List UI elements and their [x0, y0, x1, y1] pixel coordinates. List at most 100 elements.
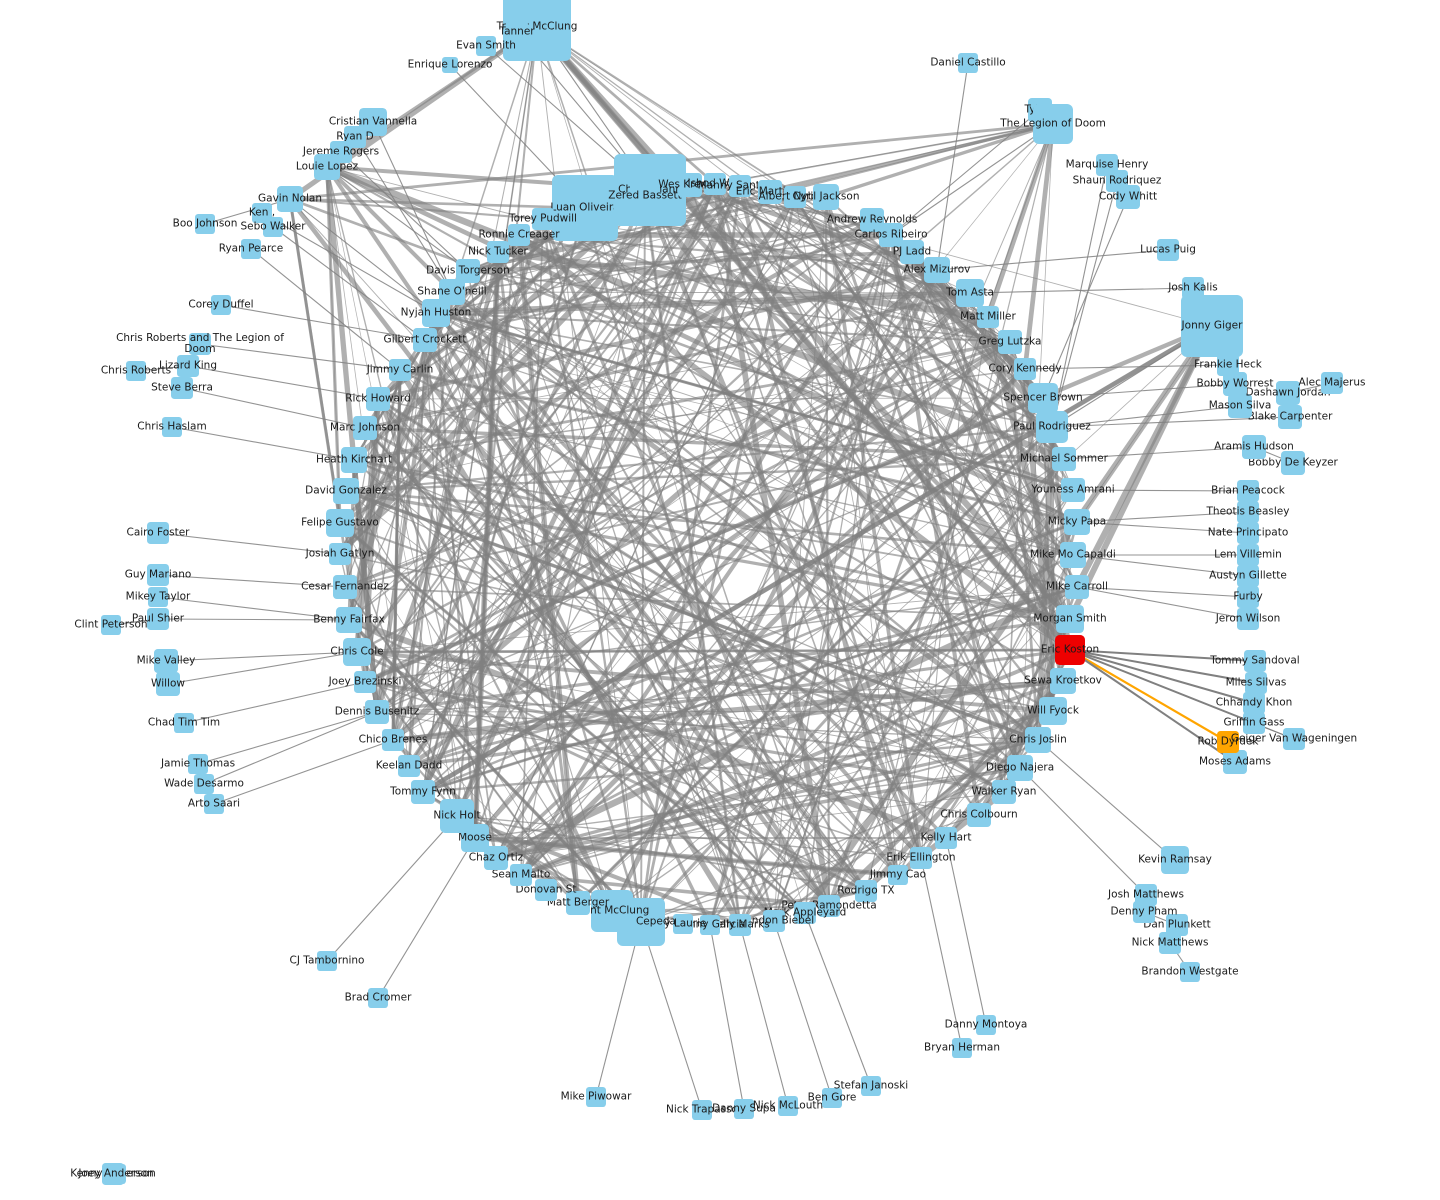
graph-node[interactable] — [154, 649, 178, 673]
graph-node[interactable] — [195, 214, 215, 234]
graph-node[interactable] — [958, 53, 978, 73]
graph-node[interactable] — [855, 880, 877, 902]
graph-node[interactable] — [126, 361, 146, 381]
graph-node[interactable] — [487, 241, 509, 263]
graph-node[interactable] — [794, 902, 816, 924]
graph-node[interactable] — [586, 1087, 606, 1107]
graph-node[interactable] — [822, 1088, 842, 1108]
graph-node[interactable] — [1237, 565, 1259, 587]
graph-node[interactable] — [188, 754, 208, 774]
graph-node[interactable] — [508, 224, 530, 246]
graph-node[interactable] — [678, 173, 702, 197]
graph-node[interactable] — [1237, 586, 1259, 608]
graph-node[interactable] — [910, 847, 932, 869]
graph-node[interactable] — [976, 1015, 996, 1035]
graph-node[interactable] — [1242, 435, 1266, 459]
graph-node[interactable] — [368, 988, 388, 1008]
graph-node[interactable] — [967, 803, 991, 827]
graph-node[interactable] — [1223, 750, 1247, 774]
graph-node[interactable] — [952, 1038, 972, 1058]
graph-node[interactable] — [147, 564, 169, 586]
graph-node[interactable] — [1237, 608, 1259, 630]
graph-node[interactable] — [900, 240, 924, 264]
graph-node[interactable] — [566, 891, 590, 915]
graph-node[interactable] — [336, 607, 362, 633]
graph-node[interactable] — [398, 755, 420, 777]
graph-node[interactable] — [1056, 605, 1084, 633]
graph-node[interactable] — [1116, 185, 1140, 209]
graph-node[interactable] — [729, 175, 751, 197]
graph-node[interactable] — [1061, 478, 1085, 502]
graph-node[interactable] — [1036, 411, 1068, 443]
graph-node[interactable] — [366, 387, 390, 411]
graph-node[interactable] — [341, 447, 367, 473]
graph-node[interactable] — [156, 672, 180, 696]
graph-node[interactable] — [1237, 480, 1259, 502]
graph-node[interactable] — [591, 890, 633, 932]
graph-node[interactable] — [204, 794, 224, 814]
graph-node[interactable] — [1223, 372, 1247, 396]
graph-node[interactable] — [861, 1076, 881, 1096]
graph-node[interactable] — [314, 154, 340, 180]
graph-node[interactable] — [977, 306, 999, 328]
graph-node[interactable] — [956, 279, 984, 307]
graph-node[interactable] — [1278, 405, 1302, 429]
graph-node[interactable] — [263, 217, 283, 237]
graph-node[interactable] — [353, 416, 377, 440]
graph-node[interactable] — [998, 330, 1022, 354]
graph-node[interactable] — [818, 895, 840, 917]
graph-node[interactable] — [343, 638, 371, 666]
graph-node[interactable] — [333, 575, 357, 599]
graph-node[interactable] — [813, 184, 839, 210]
graph-node[interactable] — [784, 186, 806, 208]
graph-node[interactable] — [326, 509, 354, 537]
graph-node[interactable] — [1243, 692, 1265, 714]
graph-node[interactable] — [935, 827, 957, 849]
graph-node[interactable] — [422, 299, 450, 327]
graph-node[interactable] — [704, 173, 726, 195]
graph-node[interactable] — [630, 181, 660, 211]
graph-node[interactable] — [476, 36, 496, 56]
graph-node[interactable] — [194, 774, 214, 794]
graph-node[interactable] — [1060, 542, 1086, 568]
graph-node[interactable] — [1276, 381, 1300, 405]
graph-node[interactable] — [729, 914, 751, 936]
graph-node[interactable] — [692, 1100, 712, 1120]
graph-node[interactable] — [1244, 650, 1266, 672]
graph-node[interactable] — [1065, 575, 1089, 599]
graph-node[interactable] — [440, 799, 474, 833]
graph-node[interactable] — [177, 355, 199, 377]
graph-node[interactable] — [174, 713, 194, 733]
graph-node[interactable] — [211, 295, 231, 315]
graph-node[interactable] — [1217, 354, 1239, 376]
graph-node[interactable] — [758, 180, 782, 204]
graph-node[interactable] — [506, 21, 528, 43]
graph-node[interactable] — [1245, 672, 1267, 694]
graph-node[interactable] — [1052, 447, 1076, 471]
graph-node[interactable] — [1133, 901, 1155, 923]
graph-node[interactable] — [1166, 914, 1188, 936]
graph-node[interactable] — [535, 879, 557, 901]
graph-node[interactable] — [1064, 509, 1090, 535]
graph-node[interactable] — [413, 328, 437, 352]
graph-node[interactable] — [924, 257, 950, 283]
graph-node[interactable] — [1014, 358, 1036, 380]
graph-node[interactable] — [532, 208, 554, 230]
graph-node[interactable] — [1135, 884, 1157, 906]
graph-node[interactable] — [1283, 728, 1305, 750]
graph-node[interactable] — [1181, 295, 1243, 357]
graph-node[interactable] — [992, 780, 1016, 804]
graph-node[interactable] — [673, 914, 693, 934]
graph-node[interactable] — [1182, 277, 1204, 299]
graph-node[interactable] — [734, 1099, 754, 1119]
graph-node[interactable] — [1161, 846, 1189, 874]
graph-node[interactable] — [763, 910, 785, 932]
graph-node[interactable] — [1028, 383, 1058, 413]
graph-node[interactable] — [365, 700, 389, 724]
graph-node[interactable] — [1033, 104, 1073, 144]
graph-node[interactable] — [241, 239, 261, 259]
graph-node[interactable] — [277, 186, 303, 212]
graph-node[interactable] — [317, 951, 337, 971]
graph-node[interactable] — [552, 175, 618, 241]
graph-node[interactable] — [1055, 635, 1085, 665]
